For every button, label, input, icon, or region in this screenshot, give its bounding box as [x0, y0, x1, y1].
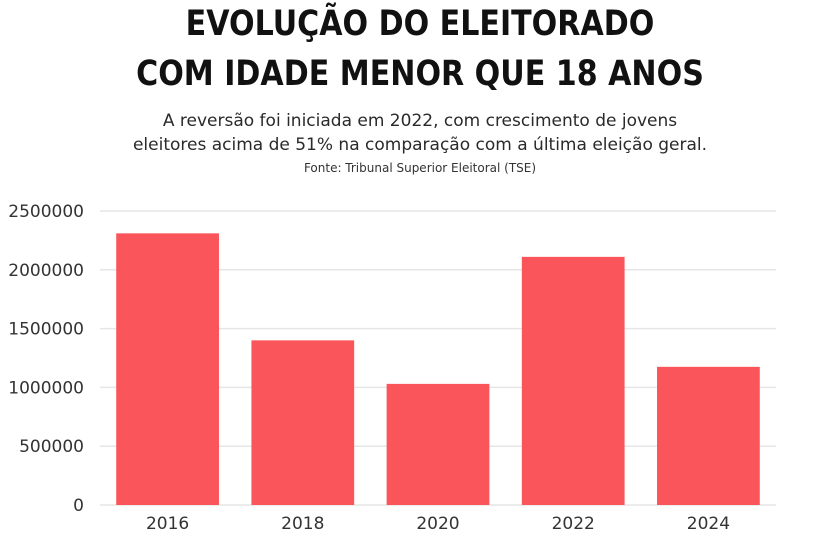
y-tick-label: 0	[73, 496, 84, 516]
bar-2020	[386, 383, 490, 505]
bar-2016	[116, 233, 219, 505]
x-axis-ticks: 2016 2018 2020 2022 2024	[146, 514, 730, 534]
bar-2018	[251, 340, 355, 505]
y-tick-label: 2500000	[8, 202, 84, 222]
bars	[116, 233, 760, 505]
chart-title-line-2: COM IDADE MENOR QUE 18 ANOS	[136, 54, 704, 94]
y-axis-ticks: 0 500000 1000000 1500000 2000000 2500000	[8, 202, 84, 516]
y-tick-label: 500000	[19, 437, 84, 457]
y-tick-label: 1000000	[8, 378, 84, 398]
bar-2024	[657, 366, 760, 505]
x-tick-label: 2018	[281, 514, 324, 534]
y-tick-label: 1500000	[8, 320, 84, 340]
chart-source: Fonte: Tribunal Superior Eleitoral (TSE)	[303, 161, 537, 175]
chart-subtitle-line-2: eleitores acima de 51% na comparação com…	[132, 135, 708, 155]
y-tick-label: 2000000	[8, 261, 84, 281]
x-tick-label: 2016	[146, 514, 189, 534]
x-tick-label: 2024	[687, 514, 730, 534]
bar-2022	[521, 256, 625, 505]
x-tick-label: 2022	[552, 514, 595, 534]
x-tick-label: 2020	[416, 514, 459, 534]
chart-subtitle-line-1: A reversão foi iniciada em 2022, com cre…	[162, 111, 678, 131]
chart-title-line-1: EVOLUÇÃO DO ELEITORADO	[185, 4, 655, 44]
